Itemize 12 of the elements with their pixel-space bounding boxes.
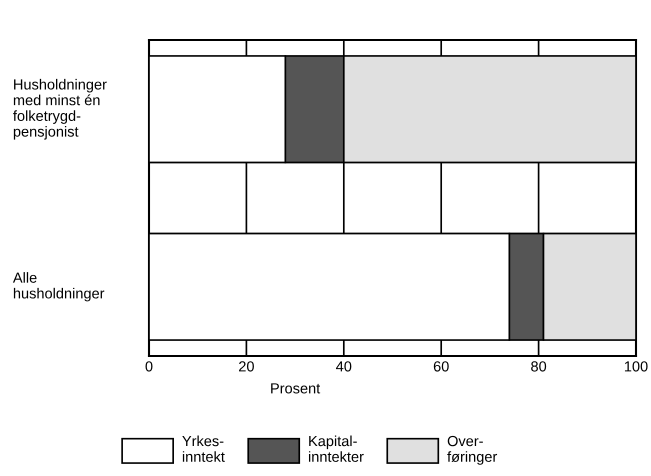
x-tick-label: 40 <box>336 361 352 372</box>
y-tick-label: Alle husholdninger <box>12 272 104 302</box>
legend-label: Kapital- inntekter <box>308 435 364 462</box>
y-tick-label: Husholdninger med minst én folketrygd- pensjonist <box>13 78 107 140</box>
x-tick-label: 60 <box>434 361 449 372</box>
x-axis-title: Prosent <box>271 383 320 394</box>
x-tick-label: 20 <box>239 361 254 372</box>
x-tick-label: 100 <box>624 361 648 372</box>
x-tick-label: 0 <box>146 361 152 372</box>
legend-label: Over- føringer <box>447 436 498 465</box>
x-tick-label: 80 <box>531 361 546 372</box>
legend-label: Yrkes- inntekt <box>182 435 225 462</box>
